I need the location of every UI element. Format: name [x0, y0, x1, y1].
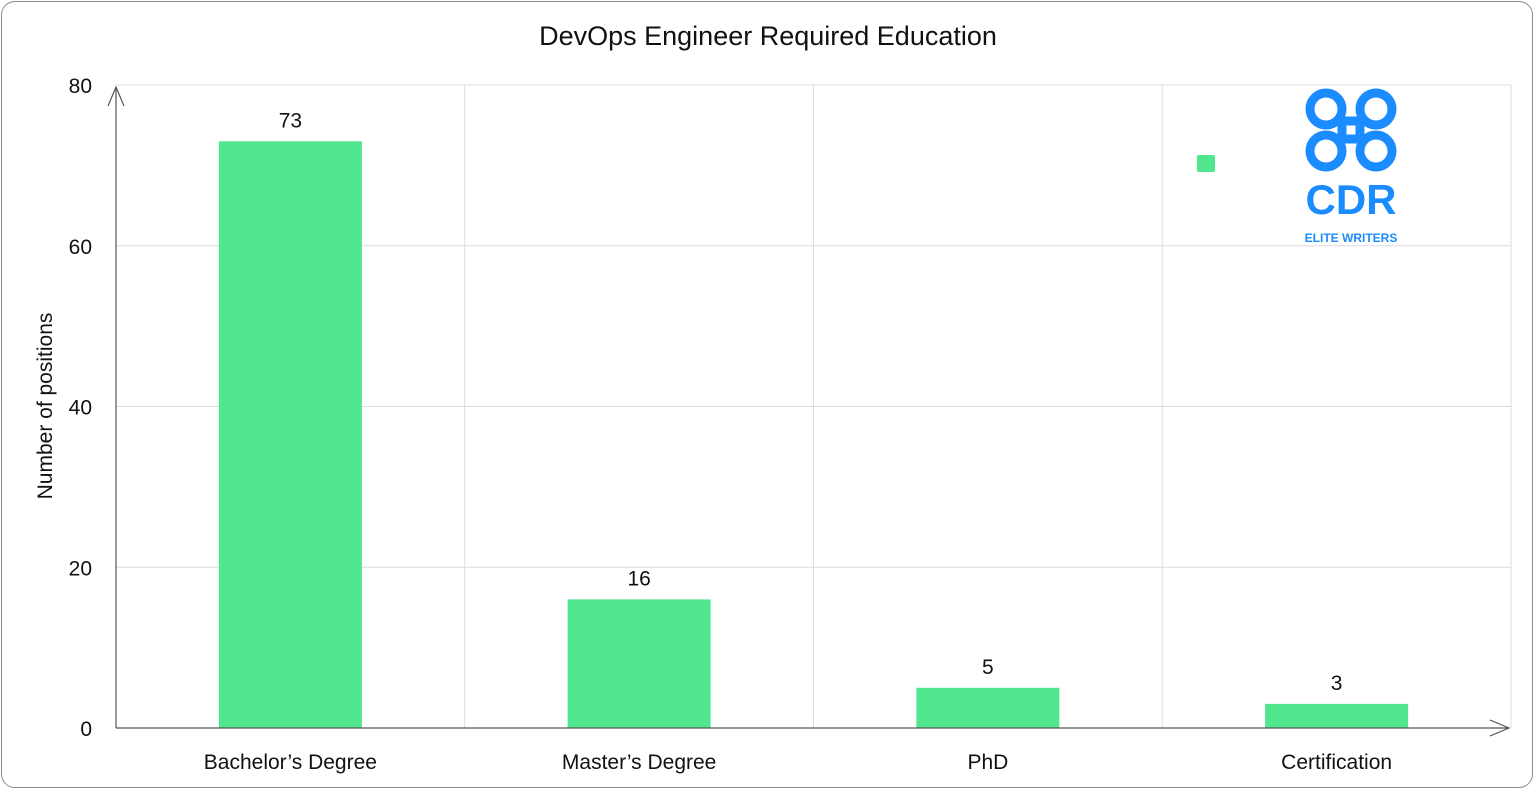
y-tick-label: 60	[69, 236, 92, 259]
axes	[107, 85, 1511, 737]
logo-text: CDR	[1306, 176, 1397, 223]
data-label: 73	[279, 109, 302, 132]
x-tick-label: Bachelor’s Degree	[204, 751, 377, 774]
data-label: 16	[627, 567, 650, 590]
logo-subtext: ELITE WRITERS	[1305, 231, 1398, 245]
bar	[218, 141, 362, 728]
x-tick-label: Certification	[1281, 751, 1392, 774]
bar	[916, 687, 1060, 728]
bar	[1265, 703, 1409, 728]
y-tick-label: 20	[69, 557, 92, 580]
y-axis-label: Number of positions	[34, 313, 57, 500]
y-tick-label: 0	[80, 718, 92, 741]
data-label: 3	[1331, 672, 1343, 695]
chart-title: DevOps Engineer Required Education	[539, 21, 997, 51]
bar	[567, 599, 711, 728]
x-tick-label: Master’s Degree	[562, 751, 716, 774]
logo: CDR ELITE WRITERS	[1305, 88, 1398, 245]
y-axis-arrow-icon	[107, 85, 125, 107]
x-tick-label: PhD	[967, 751, 1008, 774]
legend-swatch	[1197, 155, 1215, 172]
x-axis-arrow-icon	[1489, 719, 1511, 737]
y-tick-label: 80	[69, 75, 92, 98]
data-label: 5	[982, 656, 994, 679]
y-tick-label: 40	[69, 397, 92, 420]
